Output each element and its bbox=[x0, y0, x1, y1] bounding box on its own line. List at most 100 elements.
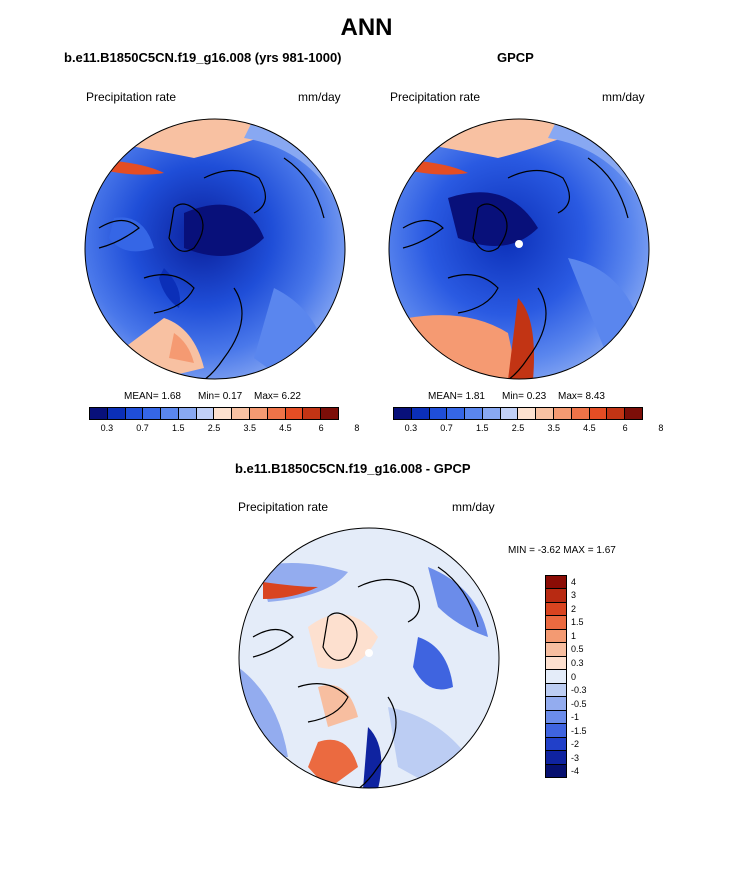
panel3-colorbar-tick-label: 1.5 bbox=[571, 617, 584, 628]
panel3-colorbar-swatch bbox=[546, 724, 566, 738]
panel1-colorbar-swatch bbox=[161, 408, 179, 419]
panel1-colorbar-swatch bbox=[178, 408, 197, 419]
panel2-colorbar-tick-label: 4.5 bbox=[583, 423, 596, 433]
panel1-colorbar-swatch bbox=[232, 408, 251, 419]
panel2-colorbar-swatch bbox=[429, 408, 448, 419]
panel2-min: Min= 0.23 bbox=[502, 391, 547, 402]
panel1-units-label: mm/day bbox=[298, 90, 341, 104]
panel1-map bbox=[84, 118, 346, 380]
panel2-colorbar-tick-label: 2.5 bbox=[511, 423, 525, 433]
panel3-colorbar-swatch bbox=[546, 643, 566, 657]
panel2-colorbar-tick-label: 0.7 bbox=[440, 423, 453, 433]
panel3-colorbar-tick-label: -3 bbox=[571, 752, 580, 763]
panel1-colorbar-tick-label: 0.3 bbox=[100, 423, 114, 433]
panel1-colorbar-swatch bbox=[143, 408, 162, 419]
panel1-title: b.e11.B1850C5CN.f19_g16.008 (yrs 981-100… bbox=[64, 50, 342, 65]
panel3-colorbar-swatch bbox=[546, 737, 566, 752]
panel1-colorbar bbox=[89, 407, 339, 420]
panel2-colorbar-swatch bbox=[518, 408, 537, 419]
panel1-colorbar-tick-label: 8 bbox=[354, 423, 360, 433]
panel3-colorbar-tick-label: 3 bbox=[571, 590, 577, 601]
panel3-colorbar-tick-label: -4 bbox=[571, 766, 580, 777]
panel3-colorbar-swatch bbox=[546, 616, 566, 630]
panel3-colorbar-tick-label: 0.5 bbox=[571, 644, 584, 655]
panel1-colorbar-swatch bbox=[267, 408, 286, 419]
panel3-colorbar-swatch bbox=[546, 589, 566, 603]
panel3-colorbar-tick-label: -1.5 bbox=[571, 725, 587, 736]
panel3-colorbar-swatch bbox=[546, 670, 566, 684]
panel2-colorbar-swatch bbox=[607, 408, 626, 419]
panel2-colorbar bbox=[393, 407, 643, 420]
panel3-colorbar-tick-label: -2 bbox=[571, 739, 580, 750]
panel2-colorbar-tick-label: 3.5 bbox=[547, 423, 560, 433]
panel2-colorbar-swatch bbox=[411, 408, 430, 419]
panel1-colorbar-swatch bbox=[90, 408, 108, 419]
panel3-title: b.e11.B1850C5CN.f19_g16.008 - GPCP bbox=[235, 461, 471, 476]
panel2-colorbar-swatch bbox=[447, 408, 466, 419]
panel1-colorbar-swatch bbox=[196, 408, 215, 419]
panel3-colorbar-swatch bbox=[546, 751, 566, 765]
panel2-colorbar-swatch bbox=[465, 408, 483, 419]
panel2-colorbar-tick-label: 0.3 bbox=[404, 423, 418, 433]
panel2-colorbar-swatch bbox=[500, 408, 519, 419]
panel2-colorbar-swatch bbox=[536, 408, 555, 419]
panel3-colorbar-swatch bbox=[546, 656, 566, 671]
panel1-variable-label: Precipitation rate bbox=[86, 90, 177, 104]
panel3-colorbar-tick-label: 2 bbox=[571, 603, 577, 614]
panel3-colorbar-swatch bbox=[546, 602, 566, 617]
panel1-min: Min= 0.17 bbox=[198, 391, 243, 402]
panel1-colorbar-swatch bbox=[214, 408, 233, 419]
panel2-colorbar-swatch bbox=[482, 408, 501, 419]
panel2-variable-label: Precipitation rate bbox=[390, 90, 481, 104]
panel1-colorbar-ticks: 0.3 0.7 1.5 2.5 3.5 4.5 6 8 bbox=[89, 423, 360, 435]
panel3-variable-label: Precipitation rate bbox=[238, 500, 329, 514]
panel1-colorbar-tick-label: 0.7 bbox=[136, 423, 149, 433]
panel1-colorbar-tick-label: 4.5 bbox=[279, 423, 292, 433]
panel3-colorbar-tick-label: -0.5 bbox=[571, 698, 587, 709]
panel1-colorbar-swatch bbox=[250, 408, 268, 419]
panel1-max: Max= 6.22 bbox=[254, 391, 301, 402]
panel1-colorbar-tick-label: 2.5 bbox=[207, 423, 221, 433]
panel3-min-max: MIN = -3.62 MAX = 1.67 bbox=[508, 545, 616, 556]
panel2-colorbar-tick-label: 6 bbox=[622, 423, 628, 433]
panel3-colorbar-tick-label: -1 bbox=[571, 712, 580, 723]
panel2-colorbar-ticks: 0.3 0.7 1.5 2.5 3.5 4.5 6 8 bbox=[393, 423, 664, 435]
panel3-colorbar-tick-label: 0.3 bbox=[571, 657, 584, 668]
panel1-colorbar-swatch bbox=[303, 408, 322, 419]
panel1-colorbar-tick-label: 6 bbox=[318, 423, 324, 433]
panel2-colorbar-tick-label: 1.5 bbox=[476, 423, 489, 433]
panel1-colorbar-swatch bbox=[125, 408, 144, 419]
panel2-mean: MEAN= 1.81 bbox=[428, 391, 485, 402]
panel2-colorbar-swatch bbox=[589, 408, 608, 419]
panel3-colorbar-tick-label: -0.3 bbox=[571, 685, 587, 696]
panel3-colorbar-tick-label: 4 bbox=[571, 576, 577, 587]
panel3-colorbar-swatch bbox=[546, 710, 566, 725]
panel3-colorbar-swatch bbox=[546, 576, 566, 590]
panel2-colorbar-tick-label: 8 bbox=[658, 423, 664, 433]
panel3-colorbar-ticks: 4 3 2 1.5 1 0.5 0.3 0 -0.3 -0.5 -1 -1.5 -2 -3 -4 bbox=[571, 575, 611, 778]
panel1-mean: MEAN= 1.68 bbox=[124, 391, 181, 402]
panel3-colorbar-swatch bbox=[546, 764, 566, 778]
panel3-map bbox=[238, 527, 500, 789]
panel3-colorbar-tick-label: 1 bbox=[571, 630, 577, 641]
panel3-colorbar bbox=[545, 575, 567, 778]
panel2-map bbox=[388, 118, 650, 380]
panel3-colorbar-swatch bbox=[546, 629, 566, 644]
panel2-colorbar-swatch bbox=[554, 408, 572, 419]
panel1-colorbar-swatch bbox=[321, 408, 338, 419]
panel2-colorbar-swatch bbox=[625, 408, 642, 419]
panel2-units-label: mm/day bbox=[602, 90, 645, 104]
panel2-colorbar-swatch bbox=[394, 408, 412, 419]
panel3-colorbar-swatch bbox=[546, 683, 566, 698]
panel2-max: Max= 8.43 bbox=[558, 391, 605, 402]
panel2-colorbar-swatch bbox=[571, 408, 590, 419]
panel1-colorbar-tick-label: 3.5 bbox=[243, 423, 256, 433]
panel3-colorbar-tick-label: 0 bbox=[571, 671, 577, 682]
main-title: ANN bbox=[340, 14, 393, 41]
panel1-colorbar-tick-label: 1.5 bbox=[172, 423, 185, 433]
panel2-title: GPCP bbox=[497, 50, 534, 65]
panel3-colorbar-swatch bbox=[546, 697, 566, 711]
panel1-colorbar-swatch bbox=[107, 408, 126, 419]
panel1-colorbar-swatch bbox=[285, 408, 304, 419]
panel3-units-label: mm/day bbox=[452, 500, 495, 514]
